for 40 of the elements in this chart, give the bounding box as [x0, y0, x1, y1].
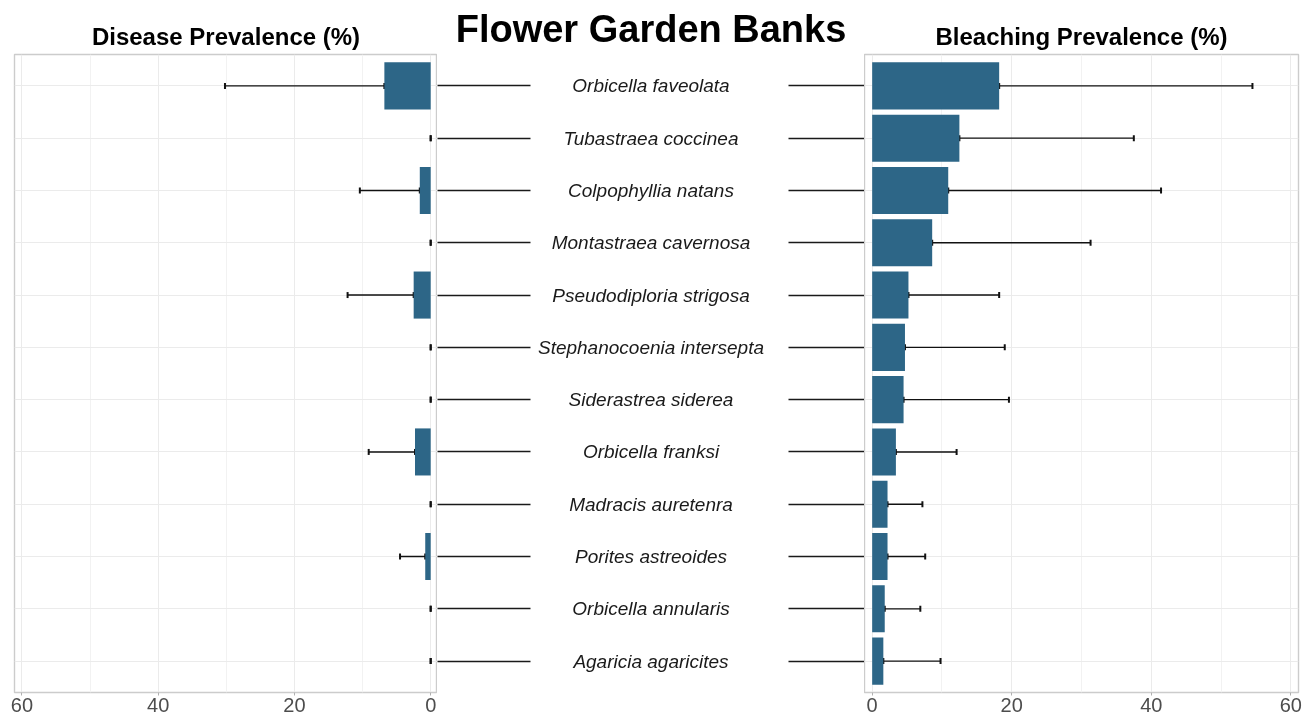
- chart-title: Bleaching Prevalence (%): [935, 22, 1228, 50]
- bar: [872, 114, 960, 162]
- bar: [872, 480, 888, 528]
- y-tick-label: Agaricia agaricites: [572, 650, 730, 672]
- y-tick-label: Stephanocoenia intersepta: [537, 336, 765, 358]
- y-tick-label: Orbicella annularis: [572, 598, 731, 620]
- y-tick-label: Tubastraea coccinea: [563, 127, 739, 149]
- x-tick-label: 60: [1279, 693, 1302, 716]
- y-tick-label: Madracis auretenra: [569, 493, 733, 515]
- x-tick-label: 60: [10, 693, 34, 716]
- y-tick-label: Pseudodiploria strigosa: [552, 284, 750, 306]
- bar: [415, 428, 431, 476]
- bar: [872, 323, 905, 371]
- bar: [872, 428, 896, 476]
- x-tick-label: 20: [1000, 693, 1023, 716]
- bar: [872, 637, 884, 685]
- bar: [872, 533, 888, 581]
- x-tick-label: 0: [425, 693, 437, 716]
- bar: [413, 271, 431, 319]
- text: Flower Garden Banks: [455, 7, 847, 50]
- bar: [384, 62, 431, 110]
- bar: [872, 62, 1000, 110]
- chart-title: Disease Prevalence (%): [91, 22, 361, 50]
- y-tick-label: Siderastrea siderea: [568, 389, 734, 411]
- x-tick-label: 0: [866, 693, 878, 716]
- bar: [872, 585, 885, 633]
- bar: [425, 533, 431, 581]
- x-tick-label: 40: [147, 693, 170, 716]
- x-tick-label: 20: [283, 693, 306, 716]
- y-tick-label: Orbicella franksi: [582, 441, 720, 463]
- y-tick-label: Porites astreoides: [574, 546, 728, 568]
- bar: [872, 271, 909, 319]
- bar: [872, 376, 904, 424]
- x-tick-label: 40: [1140, 693, 1163, 716]
- bar: [419, 166, 431, 214]
- bar: [872, 166, 949, 214]
- y-tick-label: Colpophyllia natans: [568, 179, 735, 201]
- y-tick-label: Orbicella faveolata: [572, 75, 730, 97]
- bar: [872, 219, 933, 267]
- y-tick-label: Montastraea cavernosa: [551, 232, 751, 254]
